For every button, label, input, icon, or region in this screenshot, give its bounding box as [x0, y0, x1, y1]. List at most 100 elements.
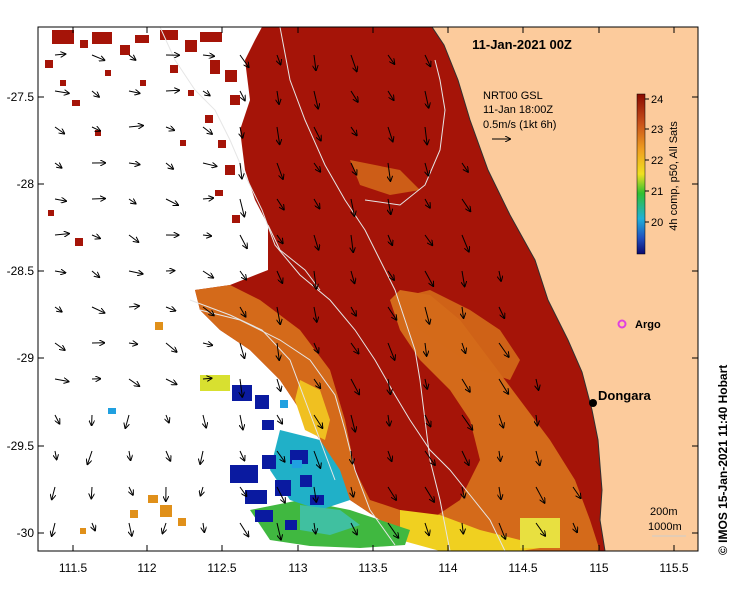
y-tick-label: -29.5	[7, 439, 35, 453]
current-arrow	[461, 162, 468, 172]
x-tick-label: 113.5	[358, 561, 387, 575]
current-arrow	[461, 198, 470, 211]
current-arrow	[202, 270, 213, 278]
current-arrow	[535, 522, 545, 536]
current-arrow	[313, 450, 320, 468]
current-arrow	[165, 342, 177, 352]
y-axis: -27.5 -28 -28.5 -29 -29.5 -30	[7, 90, 698, 540]
x-tick-label: 112.5	[207, 561, 236, 575]
current-arrow	[165, 450, 170, 461]
current-arrow	[92, 522, 95, 530]
current-arrow	[425, 162, 428, 176]
colorbar-ticks: 24 23 22 21 20	[645, 94, 663, 229]
current-arrow	[165, 198, 178, 205]
current-arrow	[54, 234, 69, 235]
current-arrow	[165, 378, 177, 384]
current-arrow	[350, 126, 357, 135]
current-arrow	[350, 90, 358, 102]
sst-orange-patch	[390, 290, 520, 380]
current-arrow	[128, 126, 143, 127]
current-arrow	[54, 307, 62, 312]
current-arrow	[54, 199, 66, 201]
current-arrow	[424, 234, 432, 245]
land-mass	[432, 27, 698, 551]
current-arrow	[240, 378, 242, 397]
current-arrow	[499, 450, 500, 461]
copyright-text: © IMOS 15-Jan-2021 11:40 Hobart	[716, 365, 730, 555]
depth-legend-200: 200m	[650, 506, 678, 518]
current-arrow	[240, 126, 243, 138]
x-tick-label: 115	[589, 561, 608, 575]
current-arrow	[91, 306, 104, 313]
current-arrow	[129, 450, 131, 460]
current-arrow	[54, 54, 65, 55]
depth-legend-1000: 1000m	[648, 521, 682, 533]
current-arrow	[387, 54, 394, 64]
current-arrow	[536, 414, 537, 425]
current-arrow	[387, 270, 394, 280]
current-arrow	[54, 126, 64, 134]
current-arrow	[424, 450, 435, 465]
colorbar-tick-label: 22	[651, 155, 663, 167]
current-arrow	[240, 414, 243, 429]
current-arrow	[313, 378, 320, 388]
current-arrow	[128, 91, 140, 93]
current-arrow	[91, 54, 104, 60]
current-arrow	[276, 414, 282, 424]
y-tick-label: -30	[17, 526, 35, 540]
current-arrow	[461, 450, 469, 465]
current-arrow	[425, 378, 427, 389]
place-dongara: Dongara	[589, 388, 652, 407]
x-tick-label: 115.5	[659, 561, 688, 575]
current-arrow	[203, 522, 204, 532]
current-arrow	[200, 450, 203, 464]
colorbar	[636, 93, 646, 255]
current-arrow	[276, 162, 283, 179]
current-arrow	[276, 198, 284, 210]
y-tick-label: -28.5	[7, 264, 35, 278]
current-arrow	[91, 90, 99, 97]
x-axis: 111.5 112 112.5 113 113.5 114 114.5 115 115.5	[59, 27, 689, 575]
current-arrow	[128, 55, 135, 60]
current-arrow	[462, 342, 465, 353]
current-arrow	[128, 199, 136, 204]
colorbar-tick-label: 21	[651, 186, 663, 198]
current-arrow	[202, 378, 212, 379]
current-arrow	[387, 90, 394, 100]
current-arrow	[239, 90, 245, 100]
current-arrow	[54, 342, 65, 350]
argo-label: Argo	[635, 319, 661, 331]
current-arrow	[166, 414, 169, 423]
current-arrow	[239, 54, 249, 67]
current-arrow	[351, 234, 353, 252]
x-tick-label: 112	[137, 561, 156, 575]
current-arrow	[351, 450, 353, 464]
current-arrow	[125, 414, 129, 428]
current-arrow	[52, 522, 55, 536]
current-arrow	[387, 306, 396, 320]
sst-orange-band	[195, 285, 600, 551]
current-arrow	[91, 127, 100, 131]
current-arrow	[461, 378, 470, 392]
current-arrow	[462, 486, 464, 498]
current-arrow	[277, 54, 281, 64]
current-arrow	[128, 343, 137, 344]
current-arrow	[462, 522, 463, 534]
current-arrow	[424, 198, 430, 208]
current-arrow	[276, 234, 283, 243]
current-arrow	[498, 306, 504, 318]
current-arrow	[350, 162, 356, 175]
current-arrow	[163, 522, 167, 533]
current-arrow	[202, 126, 212, 134]
current-arrow	[424, 486, 434, 502]
current-note-line1: NRT00 GSL	[483, 90, 543, 102]
current-arrow	[314, 342, 318, 353]
current-arrow	[498, 378, 508, 394]
x-tick-label: 114	[438, 561, 457, 575]
current-arrow	[572, 486, 581, 498]
argo-icon	[617, 319, 627, 329]
place-dot-icon	[589, 399, 597, 407]
current-arrow	[351, 270, 355, 283]
current-arrow	[91, 235, 100, 238]
